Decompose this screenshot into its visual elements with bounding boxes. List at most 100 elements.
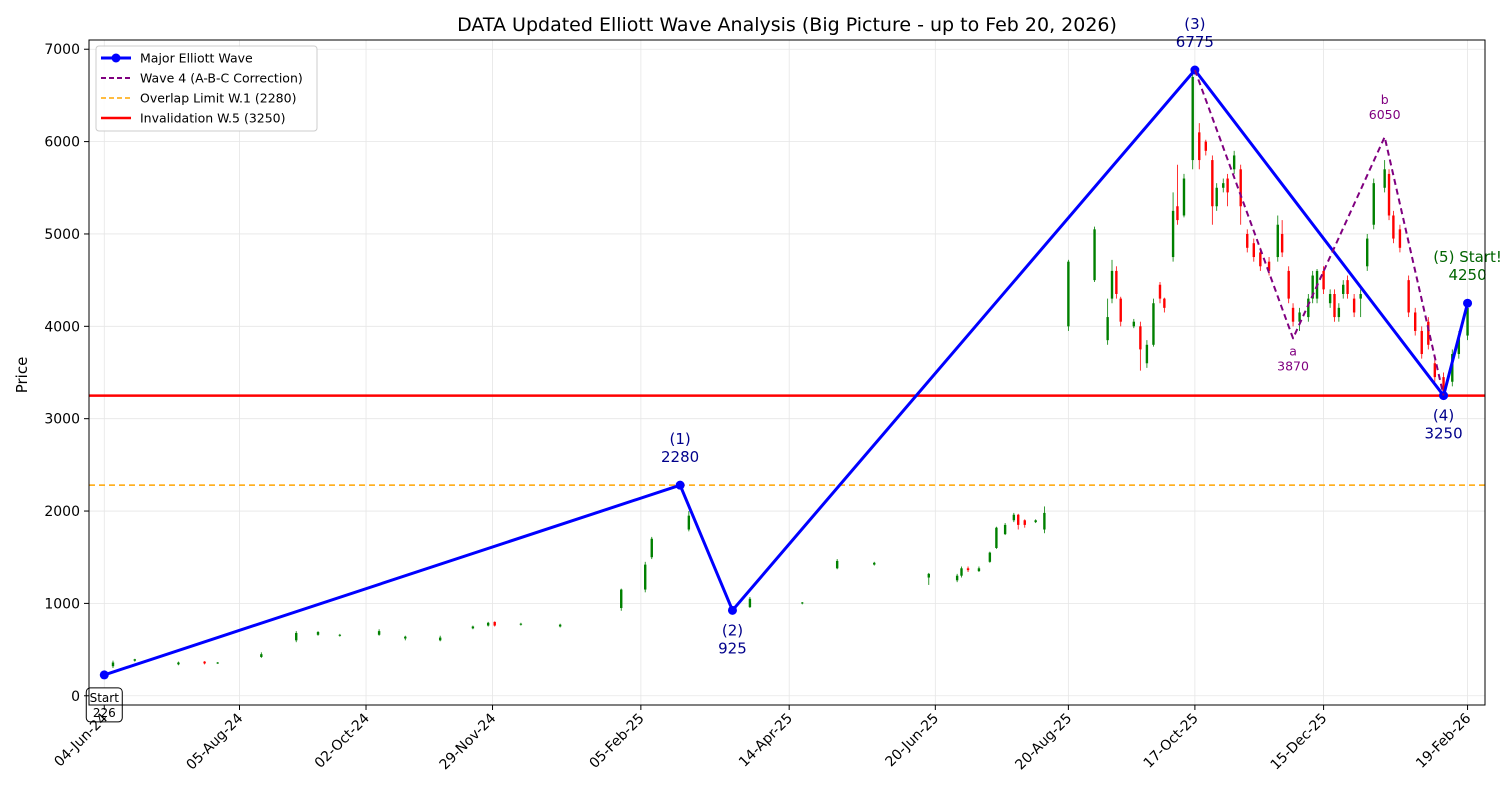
candle-body (1145, 344, 1149, 364)
wave-label: 925 (718, 639, 747, 657)
start-label-value: 226 (93, 706, 116, 720)
candle-body (438, 637, 442, 641)
candle-body (1333, 293, 1336, 318)
candle-body (1232, 155, 1236, 170)
candle-body (620, 589, 623, 609)
series-layer (99, 65, 1473, 680)
candle-body (977, 568, 981, 572)
start-label-text: Start (90, 691, 120, 705)
candle-body (873, 562, 876, 565)
candle-body (1291, 307, 1295, 322)
x-tick-label: 29-Nov-24 (437, 710, 500, 773)
candle-body (1023, 520, 1026, 525)
candle-body (1267, 261, 1271, 271)
legend-marker (111, 53, 121, 63)
candle-body (1182, 178, 1186, 216)
major-wave-line (103, 68, 1470, 677)
candle-body (1176, 206, 1179, 221)
wave-point-marker (675, 480, 685, 490)
wave-label: a (1289, 343, 1297, 358)
candle-body (1442, 377, 1445, 391)
candle-body (1222, 183, 1225, 188)
candle-body (1246, 233, 1249, 248)
candle-body (1427, 321, 1430, 345)
candle-body (1466, 307, 1469, 336)
y-tick-label: 0 (71, 689, 80, 705)
wave-label: 3870 (1277, 358, 1309, 373)
wave-label: (4) (1433, 407, 1454, 425)
wave-label: (2) (722, 621, 743, 639)
candle-body (1110, 270, 1114, 299)
candle-body (177, 662, 180, 665)
candle-body (1398, 229, 1402, 248)
candle-body (133, 659, 137, 661)
x-tick-label: 14-Apr-25 (736, 711, 796, 771)
candle-body (1328, 293, 1332, 304)
x-tick-label: 05-Aug-24 (184, 710, 247, 773)
y-tick-label: 3000 (44, 412, 80, 428)
candle-body (1198, 132, 1201, 161)
candle-body (1017, 514, 1020, 525)
candle-body (1158, 284, 1162, 299)
y-tick-label: 4000 (44, 319, 80, 335)
legend-box (95, 45, 318, 132)
candle-body (927, 573, 930, 578)
candle-body (1115, 270, 1118, 294)
wave-label: 3250 (1424, 425, 1462, 443)
wave-label: 4250 (1448, 266, 1486, 284)
candle-body (1420, 330, 1423, 355)
annotation-layer: (1)2280 (2)925 (3)6775 (4)3250 (5) Start!425… (85, 15, 1500, 723)
x-tick-label: 15-Dec-25 (1268, 711, 1331, 774)
candle-body (1322, 270, 1325, 290)
candle-body (801, 602, 804, 604)
wave4-correction-line (1193, 69, 1445, 396)
wave-label: (3) (1184, 15, 1205, 33)
candle-body (1298, 312, 1301, 322)
candle-body (1414, 312, 1417, 331)
grid-layer (89, 40, 1485, 705)
candle-body (1287, 270, 1290, 299)
wave-label: 6775 (1176, 33, 1214, 51)
candle-body (988, 552, 992, 562)
legend-label: Wave 4 (A-B-C Correction) (140, 71, 303, 86)
candle-body (1252, 243, 1255, 258)
candle-body (1152, 303, 1155, 345)
candle-body (1433, 363, 1437, 378)
candle-body (1407, 280, 1410, 313)
x-tick-label: 02-Oct-24 (312, 710, 373, 771)
plot-frame (88, 39, 1486, 706)
x-tick-label: 19-Feb-26 (1413, 710, 1474, 771)
candle-body (486, 622, 490, 626)
axis-layer: 0 1000 2000 3000 4000 5000 6000 7000 04-Jun-24 05… (44, 39, 1486, 774)
candle-body (1043, 512, 1046, 530)
candle-body (1171, 210, 1175, 258)
candle-body (1383, 169, 1386, 188)
candle-body (558, 624, 562, 627)
x-tick-label: 04-Jun-24 (51, 710, 111, 770)
x-tick-label: 20-Jun-25 (882, 711, 942, 771)
legend-label: Overlap Limit W.1 (2280) (140, 91, 296, 106)
candle-body (1163, 298, 1166, 308)
wave-label: 2280 (661, 448, 699, 466)
candle-body (1372, 183, 1375, 225)
candle-body (1012, 514, 1016, 521)
y-tick-label: 6000 (44, 135, 80, 151)
hline-layer (89, 394, 1485, 486)
wave-point-marker (727, 605, 737, 615)
candle-body (1359, 293, 1362, 299)
candle-body (1346, 280, 1349, 294)
candle-body (1352, 298, 1356, 313)
candle-body (1067, 261, 1070, 327)
candle-body (111, 662, 115, 667)
candle-body (835, 560, 839, 569)
wave-label: b (1381, 92, 1389, 107)
candle-body (377, 631, 381, 635)
candle-body (295, 632, 298, 641)
legend-label: Invalidation W.5 (3250) (140, 111, 286, 126)
candle-body (1211, 160, 1214, 207)
candle-body (644, 564, 647, 590)
candle-body (1106, 317, 1109, 341)
candle-body (471, 626, 475, 629)
candle-body (960, 568, 963, 576)
